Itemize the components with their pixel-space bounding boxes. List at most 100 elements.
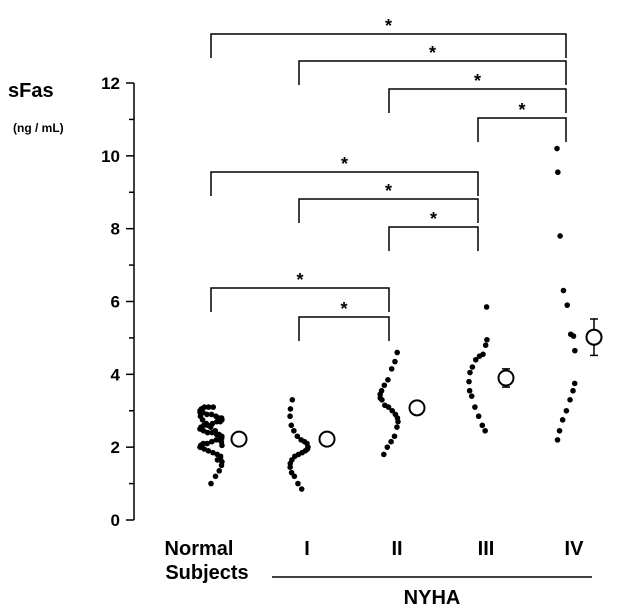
data-point [572,347,578,354]
data-point [472,404,478,410]
data-point [472,356,479,363]
category-label: IV [565,538,585,560]
data-point [388,438,394,445]
significance-bracket [298,198,479,223]
data-point [288,469,295,476]
data-point [210,404,217,410]
data-point [555,169,561,176]
data-point [469,364,476,370]
data-point [385,376,391,383]
data-point [563,407,570,414]
data-point [394,424,400,430]
data-point [391,433,398,440]
data-point [571,380,578,387]
significance-star: * [385,181,392,201]
data-point [216,468,223,474]
category-label: III [478,538,495,560]
data-point [288,422,295,429]
data-point [564,302,571,308]
mean-marker [497,369,515,387]
data-point [212,427,219,434]
data-point [479,422,486,429]
data-point [204,440,210,447]
data-point [554,145,560,152]
data-point [560,287,567,294]
mean-marker [408,399,426,417]
y-tick-label: 8 [111,220,120,239]
data-point [567,331,574,338]
data-point [295,480,301,487]
mean-marker [585,328,603,346]
data-point [381,382,388,389]
data-point [557,233,563,239]
data-point [559,417,566,423]
data-point [466,387,473,394]
data-point [384,444,391,450]
significance-bracket [210,287,390,312]
data-point [213,413,219,420]
data-point [475,413,482,420]
significance-star: * [474,71,481,91]
data-point [298,486,305,492]
data-points [197,145,578,492]
data-point [291,427,297,434]
data-point [198,406,205,412]
data-point [480,351,486,358]
mean-markers [230,318,603,448]
category-label: II [391,538,402,560]
data-point [482,342,489,349]
data-point [482,427,488,434]
data-point [208,438,215,445]
y-tick-label: 4 [111,365,121,384]
significance-star: * [341,154,348,174]
data-point [388,366,395,372]
significance-bracket [388,88,567,113]
significance-star: * [518,100,525,120]
significance-bracket [477,117,567,142]
data-point [567,397,573,403]
data-point [466,378,472,385]
data-point [394,349,401,356]
significance-star: * [296,270,303,290]
data-point [200,440,207,447]
data-point [381,451,387,458]
data-point [378,387,385,394]
significance-bracket [388,226,479,251]
significance-brackets: * * * * * * * * * [210,16,567,341]
y-axis-unit: (ng / mL) [13,121,64,135]
significance-bracket [210,171,479,196]
data-point [216,431,222,438]
data-point [389,407,396,414]
significance-bracket [210,33,567,58]
data-point [208,411,215,418]
significance-star: * [385,16,392,36]
category-label: Normal Subjects [165,538,249,584]
data-point [382,402,388,409]
data-point [205,404,212,410]
significance-bracket [298,60,567,85]
y-tick-label: 6 [111,293,120,312]
y-axis-label: sFas [8,80,54,102]
data-point [287,413,293,420]
significance-star: * [429,43,436,63]
data-point [210,449,216,456]
y-tick-label: 0 [111,511,120,530]
y-tick-label: 10 [101,147,120,166]
data-point [392,411,399,418]
significance-star: * [430,209,437,229]
data-point [287,406,294,412]
data-point [207,424,214,430]
data-point [484,336,490,343]
data-point [218,438,225,445]
data-point [570,387,576,394]
data-point [554,437,561,443]
data-point [468,393,475,399]
y-tick-label: 12 [101,74,120,93]
mean-marker [230,430,248,448]
y-axis: 0 2 4 6 8 10 12 [101,74,135,530]
data-point [294,433,301,440]
data-point [556,427,563,434]
data-point [298,437,304,443]
